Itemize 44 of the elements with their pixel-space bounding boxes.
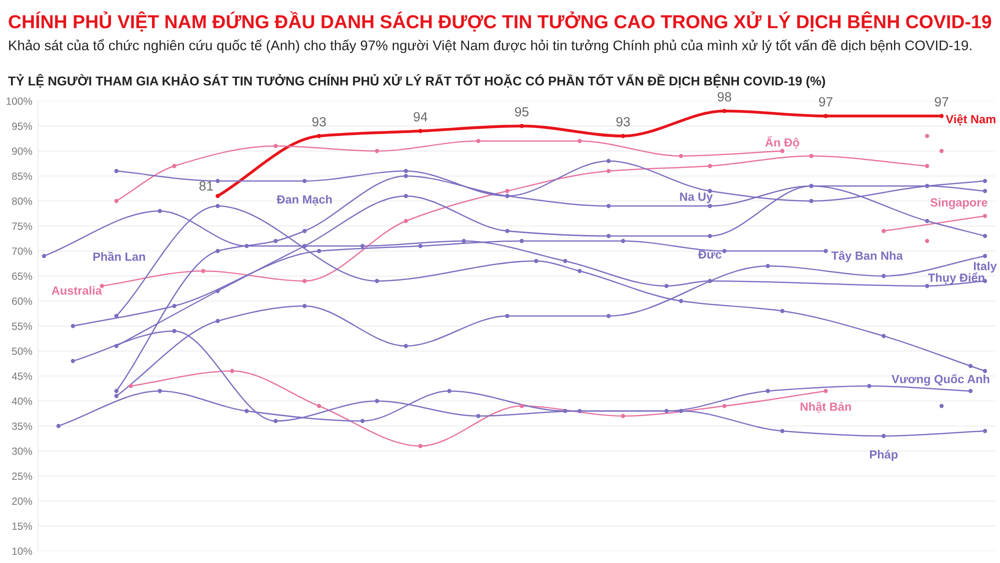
series-label: Singapore: [930, 198, 988, 210]
series-label: Phần Lan: [93, 252, 145, 261]
y-tick-label: 60%: [12, 298, 32, 305]
data-label: 97: [819, 97, 832, 106]
chart-title: CHÍNH PHỦ VIỆT NAM ĐỨNG ĐẦU DANH SÁCH ĐƯỢC TIN TƯỞNG CAO TRONG XỬ LÝ DỊCH BỆNH COVID-19: [8, 11, 992, 32]
y-tick-label: 55%: [12, 322, 32, 330]
series-label: Đức: [698, 250, 722, 259]
data-label: 81: [199, 181, 213, 191]
y-tick-label: 45%: [12, 372, 32, 380]
series-label: Italy: [974, 262, 997, 273]
y-tick-label: 70%: [12, 248, 32, 255]
y-tick-label: 65%: [12, 272, 32, 280]
y-tick-label: 80%: [12, 198, 32, 205]
series-label: Pháp: [870, 450, 898, 461]
y-tick-label: 90%: [12, 148, 32, 155]
y-tick-label: 25%: [12, 472, 32, 480]
y-tick-label: 95%: [12, 122, 32, 130]
y-axis-title: TỶ LỆ NGƯỜI THAM GIA KHẢO SÁT TIN TƯỞNG CHÍNH PHỦ XỬ LÝ RẤT TỐT HOẶC CÓ PHẦN TỐT VẤN ĐỀ DỊCH BỆNH COVID-19 (%): [8, 74, 826, 88]
data-label: 95: [515, 107, 529, 116]
series-label: Thụy Điển: [928, 272, 984, 284]
series-label: Vương Quốc Anh: [892, 374, 990, 386]
data-label: 97: [934, 97, 948, 106]
data-label: 98: [718, 92, 732, 102]
series-label: Tây Ban Nha: [831, 250, 903, 262]
y-tick-label: 40%: [12, 398, 32, 405]
y-tick-label: 75%: [12, 222, 32, 230]
y-tick-label: 10%: [12, 548, 32, 555]
data-label: 93: [312, 117, 326, 126]
series-label: Nhật Bản: [800, 402, 851, 413]
series-label: Đan Mạch: [276, 194, 332, 206]
series-label: Ấn Độ: [765, 136, 800, 149]
series-label: Australia: [52, 286, 102, 295]
series-label: Na Uy: [680, 192, 713, 204]
y-tick-label: 35%: [12, 422, 32, 430]
y-tick-label: 100%: [6, 98, 32, 105]
y-tick-label: 15%: [12, 522, 32, 530]
y-tick-label: 30%: [12, 448, 32, 455]
y-tick-label: 20%: [12, 498, 32, 505]
chart-subtitle: Khảo sát của tổ chức nghiên cứu quốc tế (Anh) cho thấy 97% người Việt Nam được hỏi tin tưởng Chính phủ của mình xử lý tốt vấn đề dịch bệnh COVID-19.: [9, 38, 972, 54]
data-label: 93: [616, 117, 630, 126]
series-label: Việt Nam: [946, 114, 996, 126]
y-tick-label: 85%: [12, 172, 32, 180]
y-tick-label: 50%: [12, 348, 32, 355]
data-label: 94: [414, 112, 428, 122]
